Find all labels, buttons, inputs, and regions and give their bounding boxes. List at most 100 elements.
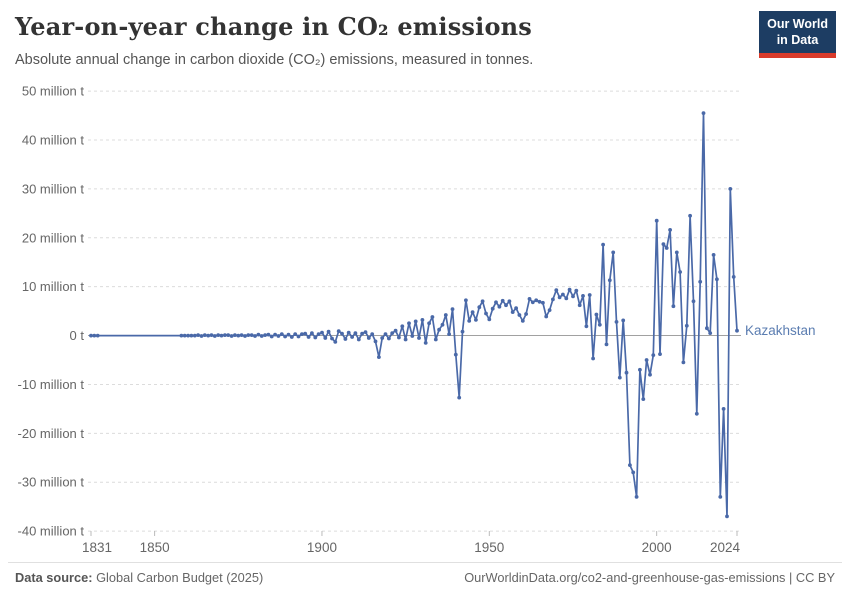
data-point[interactable]: [259, 334, 264, 338]
data-point[interactable]: [591, 356, 595, 361]
data-point[interactable]: [457, 395, 462, 400]
data-point[interactable]: [584, 324, 589, 329]
data-point[interactable]: [510, 310, 515, 314]
data-point[interactable]: [654, 218, 659, 223]
data-point[interactable]: [541, 300, 545, 305]
data-point[interactable]: [447, 332, 451, 336]
data-point[interactable]: [698, 279, 703, 284]
data-point[interactable]: [393, 328, 398, 333]
data-point[interactable]: [223, 333, 227, 337]
data-point[interactable]: [326, 329, 331, 334]
data-point[interactable]: [410, 334, 415, 338]
data-point[interactable]: [387, 336, 391, 341]
data-point[interactable]: [343, 337, 348, 341]
data-point[interactable]: [477, 305, 482, 310]
data-point[interactable]: [694, 411, 699, 416]
data-point[interactable]: [310, 331, 314, 335]
data-point[interactable]: [708, 331, 713, 335]
data-point[interactable]: [383, 332, 388, 336]
data-point[interactable]: [330, 336, 334, 341]
data-point[interactable]: [433, 337, 438, 342]
data-point[interactable]: [554, 288, 559, 292]
data-point[interactable]: [721, 407, 726, 411]
data-point[interactable]: [186, 333, 191, 338]
data-point[interactable]: [624, 370, 629, 375]
footer-link[interactable]: OurWorldinData.org/co2-and-greenhouse-ga…: [464, 570, 835, 585]
data-point[interactable]: [705, 326, 709, 331]
data-point[interactable]: [233, 333, 237, 337]
data-point[interactable]: [249, 333, 254, 337]
series-line-kazakhstan[interactable]: [90, 112, 738, 518]
data-point[interactable]: [631, 470, 636, 475]
data-point[interactable]: [547, 308, 552, 312]
data-point[interactable]: [504, 303, 508, 308]
data-point[interactable]: [641, 397, 646, 401]
data-point[interactable]: [684, 323, 689, 328]
data-point[interactable]: [313, 335, 318, 340]
data-point[interactable]: [420, 318, 425, 322]
data-point[interactable]: [651, 353, 656, 357]
data-point[interactable]: [711, 253, 716, 257]
data-point[interactable]: [283, 334, 287, 339]
data-point[interactable]: [182, 333, 187, 338]
data-point[interactable]: [189, 333, 194, 338]
data-point[interactable]: [363, 330, 368, 334]
data-point[interactable]: [323, 336, 328, 340]
data-point[interactable]: [360, 331, 364, 336]
data-point[interactable]: [725, 514, 729, 519]
data-point[interactable]: [731, 275, 736, 279]
data-point[interactable]: [634, 495, 639, 499]
data-point[interactable]: [430, 315, 435, 319]
data-point[interactable]: [366, 336, 371, 340]
data-point[interactable]: [373, 339, 378, 344]
data-point[interactable]: [356, 337, 361, 342]
data-point[interactable]: [527, 297, 532, 301]
data-point[interactable]: [614, 320, 619, 324]
data-point[interactable]: [263, 333, 267, 337]
data-point[interactable]: [440, 322, 445, 327]
data-point[interactable]: [95, 333, 100, 338]
data-point[interactable]: [514, 306, 518, 311]
data-point[interactable]: [253, 334, 257, 338]
data-point[interactable]: [443, 313, 448, 317]
data-point[interactable]: [296, 334, 301, 339]
data-point[interactable]: [678, 270, 682, 274]
data-point[interactable]: [256, 332, 261, 337]
data-point[interactable]: [273, 332, 277, 337]
data-point[interactable]: [574, 288, 579, 293]
data-point[interactable]: [474, 318, 478, 322]
data-point[interactable]: [661, 242, 666, 247]
data-point[interactable]: [212, 334, 217, 338]
data-point[interactable]: [89, 333, 93, 338]
data-point[interactable]: [350, 335, 354, 339]
data-point[interactable]: [417, 336, 421, 340]
data-point[interactable]: [715, 277, 719, 282]
data-point[interactable]: [266, 332, 271, 337]
data-point[interactable]: [577, 303, 582, 308]
data-point[interactable]: [450, 307, 455, 311]
data-point[interactable]: [597, 322, 602, 327]
data-point[interactable]: [604, 342, 609, 347]
data-point[interactable]: [484, 311, 488, 316]
data-point[interactable]: [507, 299, 512, 304]
data-point[interactable]: [658, 352, 662, 356]
data-point[interactable]: [561, 292, 565, 297]
data-point[interactable]: [219, 333, 224, 338]
data-point[interactable]: [537, 299, 542, 304]
data-point[interactable]: [192, 333, 197, 338]
data-point[interactable]: [179, 333, 184, 338]
data-point[interactable]: [303, 331, 308, 336]
data-point[interactable]: [487, 317, 492, 322]
data-point[interactable]: [199, 334, 204, 338]
data-point[interactable]: [236, 333, 241, 338]
data-point[interactable]: [544, 314, 549, 319]
owid-logo[interactable]: Our World in Data: [759, 11, 836, 58]
data-point[interactable]: [594, 312, 599, 317]
data-point[interactable]: [517, 313, 522, 317]
data-point[interactable]: [286, 332, 291, 337]
data-point[interactable]: [567, 287, 572, 292]
data-point[interactable]: [239, 333, 244, 337]
data-point[interactable]: [229, 334, 234, 338]
data-point[interactable]: [464, 298, 468, 303]
data-point[interactable]: [407, 321, 411, 326]
